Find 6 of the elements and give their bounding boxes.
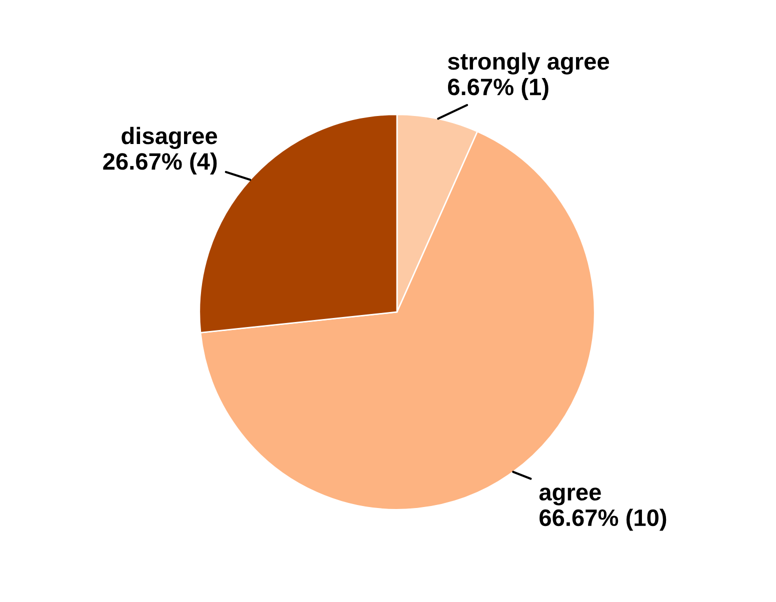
slice-label: agree [539,488,601,506]
data-label: 6.67% (1) [448,78,548,100]
slice-label: strongly agree [448,52,610,75]
data-label: 66.67% (10) [540,508,666,531]
data-label: 26.67% (4) [103,152,217,174]
slice-label: disagree [122,126,218,150]
